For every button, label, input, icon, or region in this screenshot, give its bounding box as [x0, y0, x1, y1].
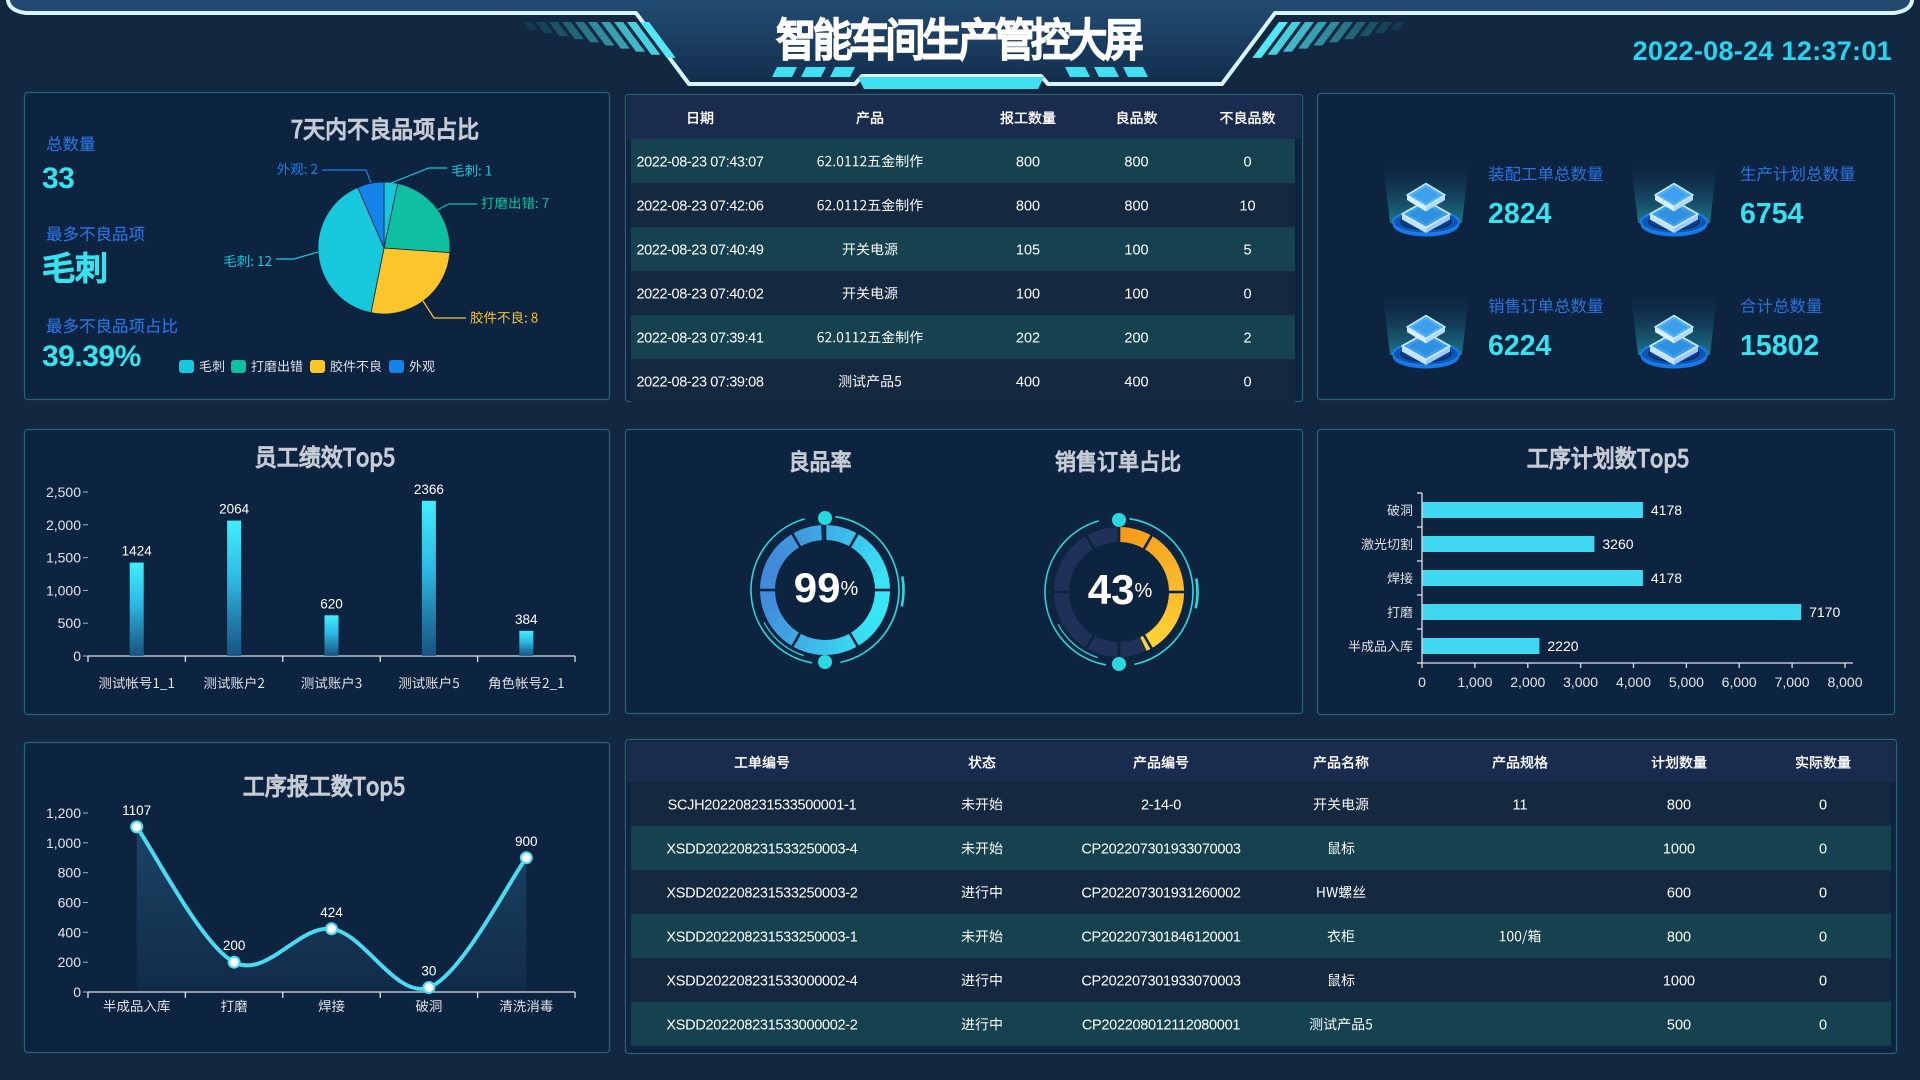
svg-text:1,500: 1,500 — [46, 550, 81, 566]
svg-text:4178: 4178 — [1651, 570, 1682, 586]
svg-text:2022-08-23 07:39:41: 2022-08-23 07:39:41 — [636, 330, 763, 346]
svg-text:100: 100 — [1124, 286, 1148, 302]
svg-text:800: 800 — [1016, 198, 1040, 214]
svg-text:620: 620 — [320, 596, 343, 611]
svg-text:5: 5 — [1243, 242, 1251, 258]
svg-text:CP202207301931260002: CP202207301931260002 — [1081, 885, 1241, 901]
svg-text:100: 100 — [1124, 242, 1148, 258]
svg-text:5,000: 5,000 — [1669, 674, 1704, 690]
svg-text:500: 500 — [1667, 1017, 1691, 1033]
svg-text:CP202207301933070003: CP202207301933070003 — [1081, 973, 1241, 989]
svg-text:10: 10 — [1239, 198, 1255, 214]
svg-text:2366: 2366 — [414, 482, 444, 497]
svg-text:43%: 43% — [1088, 566, 1153, 613]
svg-text:XSDD202208231533250003-1: XSDD202208231533250003-1 — [666, 929, 857, 945]
svg-text:2,000: 2,000 — [46, 517, 81, 533]
svg-text:2022-08-23 07:40:02: 2022-08-23 07:40:02 — [636, 286, 763, 302]
svg-text:800: 800 — [1016, 154, 1040, 170]
svg-text:39.39%: 39.39% — [42, 340, 141, 373]
svg-text:XSDD202208231533000002-2: XSDD202208231533000002-2 — [666, 1017, 857, 1033]
svg-text:0: 0 — [1243, 286, 1251, 302]
svg-text:0: 0 — [1243, 154, 1251, 170]
svg-text:800: 800 — [1124, 198, 1148, 214]
svg-text:200: 200 — [58, 954, 82, 970]
svg-text:0: 0 — [1819, 973, 1827, 989]
svg-text:11: 11 — [1512, 797, 1527, 813]
svg-text:SCJH202208231533500001-1: SCJH202208231533500001-1 — [668, 797, 857, 813]
svg-text:800: 800 — [1124, 154, 1148, 170]
svg-text:800: 800 — [1667, 929, 1691, 945]
svg-text:CP202207301933070003: CP202207301933070003 — [1081, 841, 1241, 857]
svg-text:600: 600 — [1667, 885, 1691, 901]
svg-text:400: 400 — [1124, 374, 1148, 390]
svg-text:2,000: 2,000 — [1510, 674, 1545, 690]
svg-text:400: 400 — [1016, 374, 1040, 390]
svg-text:1,000: 1,000 — [46, 582, 81, 598]
svg-text:7,000: 7,000 — [1775, 674, 1810, 690]
svg-text:30: 30 — [421, 964, 436, 979]
svg-text:202: 202 — [1016, 330, 1040, 346]
svg-text:2: 2 — [1243, 330, 1251, 346]
svg-text:0: 0 — [1819, 841, 1827, 857]
svg-text:XSDD202208231533250003-4: XSDD202208231533250003-4 — [666, 841, 857, 857]
svg-text:CP202208012112080001: CP202208012112080001 — [1082, 1017, 1240, 1033]
svg-text:2022-08-23 07:40:49: 2022-08-23 07:40:49 — [636, 242, 763, 258]
svg-text:2022-08-23 07:43:07: 2022-08-23 07:43:07 — [636, 154, 763, 170]
svg-text:CP202207301846120001: CP202207301846120001 — [1081, 929, 1241, 945]
svg-text:6754: 6754 — [1740, 198, 1804, 230]
svg-text:100: 100 — [1016, 286, 1040, 302]
svg-text:900: 900 — [515, 834, 538, 849]
svg-text:15802: 15802 — [1740, 330, 1819, 362]
svg-text:4,000: 4,000 — [1616, 674, 1651, 690]
svg-text:1,000: 1,000 — [46, 835, 81, 851]
svg-text:0: 0 — [73, 984, 81, 1000]
svg-text:1000: 1000 — [1663, 841, 1695, 857]
svg-text:7170: 7170 — [1809, 604, 1840, 620]
svg-text:3,000: 3,000 — [1563, 674, 1598, 690]
svg-text:2022-08-23 07:39:08: 2022-08-23 07:39:08 — [636, 374, 763, 390]
svg-text:424: 424 — [320, 905, 343, 920]
svg-text:0: 0 — [73, 648, 81, 664]
svg-text:8,000: 8,000 — [1827, 674, 1862, 690]
svg-text:0: 0 — [1819, 1017, 1827, 1033]
svg-text:600: 600 — [58, 895, 82, 911]
svg-text:1,200: 1,200 — [46, 805, 81, 821]
svg-text:800: 800 — [58, 865, 82, 881]
svg-text:2022-08-23 07:42:06: 2022-08-23 07:42:06 — [636, 198, 763, 214]
svg-text:0: 0 — [1243, 374, 1251, 390]
svg-text:1,000: 1,000 — [1457, 674, 1492, 690]
svg-text:0: 0 — [1819, 885, 1827, 901]
svg-text:33: 33 — [42, 162, 74, 195]
svg-text:400: 400 — [58, 924, 82, 940]
svg-text:2064: 2064 — [219, 502, 250, 517]
svg-text:0: 0 — [1418, 674, 1426, 690]
svg-text:500: 500 — [58, 615, 82, 631]
svg-text:0: 0 — [1819, 797, 1827, 813]
svg-text:200: 200 — [223, 938, 246, 953]
svg-text:2-14-0: 2-14-0 — [1141, 797, 1181, 813]
svg-text:0: 0 — [1819, 929, 1827, 945]
svg-text:6224: 6224 — [1488, 330, 1552, 362]
svg-text:200: 200 — [1124, 330, 1148, 346]
svg-text:2,500: 2,500 — [46, 484, 81, 500]
svg-text:800: 800 — [1667, 797, 1691, 813]
svg-text:1000: 1000 — [1663, 973, 1695, 989]
svg-text:1107: 1107 — [122, 803, 151, 818]
svg-text:99%: 99% — [794, 564, 859, 611]
svg-text:6,000: 6,000 — [1722, 674, 1757, 690]
svg-text:3260: 3260 — [1602, 536, 1633, 552]
svg-text:2824: 2824 — [1488, 198, 1552, 230]
svg-text:2022-08-24 12:37:01: 2022-08-24 12:37:01 — [1633, 36, 1892, 66]
svg-text:4178: 4178 — [1651, 502, 1682, 518]
svg-text:105: 105 — [1016, 242, 1040, 258]
svg-text:2220: 2220 — [1547, 638, 1578, 654]
svg-text:XSDD202208231533000002-4: XSDD202208231533000002-4 — [666, 973, 857, 989]
svg-text:1424: 1424 — [122, 544, 153, 559]
svg-text:384: 384 — [515, 612, 538, 627]
svg-text:XSDD202208231533250003-2: XSDD202208231533250003-2 — [666, 885, 857, 901]
